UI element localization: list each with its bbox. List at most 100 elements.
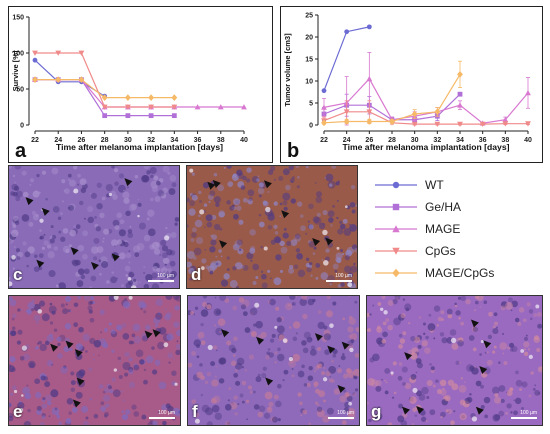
x-axis-label: Time after melanoma implantation [days]	[56, 142, 223, 152]
scale-bar: 100 µm	[328, 409, 354, 419]
x-tick-label: 32	[433, 137, 441, 144]
data-point	[148, 104, 155, 110]
data-point	[194, 104, 201, 110]
legend-label: WT	[425, 178, 444, 192]
scale-bar: 100 µm	[511, 409, 537, 419]
tissue-texture	[187, 166, 357, 288]
scale-bar: 100 µm	[149, 409, 175, 419]
x-tick-label: 30	[124, 137, 132, 144]
y-tick-label: 100	[12, 51, 24, 58]
data-point	[32, 76, 38, 84]
scale-bar-label: 100 µm	[335, 273, 352, 279]
scale-bar-label: 100 µm	[520, 410, 537, 416]
x-tick-label: 24	[54, 137, 62, 144]
legend-label: MAGE	[425, 222, 461, 236]
data-point	[102, 113, 108, 119]
y-axis-label: Survive [%]	[11, 50, 20, 91]
tissue-background	[188, 296, 359, 425]
x-tick-label: 26	[78, 137, 86, 144]
y-tick-label: 0	[20, 123, 24, 130]
legend-item-mage: MAGE	[373, 219, 543, 241]
y-axis-label: Tumor volume [cm3]	[283, 33, 292, 107]
scale-bar-label: 100 µm	[337, 410, 354, 416]
legend-item-ge-ha: Ge/HA	[373, 197, 543, 219]
arrowhead-markers	[207, 179, 334, 249]
data-point	[78, 50, 85, 56]
scale-bar: 100 µm	[148, 272, 174, 282]
x-tick-label: 28	[101, 137, 109, 144]
tissue-background	[9, 296, 180, 425]
data-point	[148, 113, 154, 119]
micrograph-d: d 100 µm	[186, 165, 358, 289]
data-point	[241, 104, 247, 110]
data-point	[171, 113, 177, 119]
data-point	[457, 91, 463, 97]
x-tick-label: 36	[479, 137, 487, 144]
data-point	[366, 109, 373, 115]
data-point	[32, 57, 38, 63]
data-point	[502, 116, 509, 123]
tissue-texture	[9, 296, 180, 425]
data-point	[125, 113, 131, 119]
x-tick-label: 38	[501, 137, 509, 144]
legend-item-mage-cpgs: MAGE/CpGs	[373, 263, 543, 285]
y-tick-label: 20	[305, 35, 313, 42]
y-tick-label: 25	[305, 13, 313, 20]
micrograph-c: c 100 µm	[8, 165, 180, 289]
y-tick-label: 10	[305, 79, 313, 86]
x-tick-label: 30	[411, 137, 419, 144]
tissue-texture	[367, 296, 542, 425]
x-tick-label: 22	[31, 137, 39, 144]
data-point	[171, 104, 178, 110]
scale-bar: 100 µm	[326, 272, 352, 282]
arrowhead-markers	[401, 319, 492, 415]
data-point	[344, 29, 350, 35]
micrograph-letter: c	[13, 265, 23, 284]
chart-legend: WT Ge/HA MAGE CpGs MAGE/CpGs	[373, 175, 543, 285]
legend-marker	[392, 247, 400, 255]
data-point	[343, 109, 350, 115]
arrowhead-markers	[221, 329, 350, 394]
micrograph-g: g 100 µm	[366, 295, 543, 426]
micrograph-letter: g	[371, 402, 382, 421]
data-point	[124, 94, 131, 102]
data-point	[55, 76, 62, 84]
survival-chart: 0 50 100 150 22 24 26 28 30 32 34 36 38 40 Time after …	[11, 15, 248, 163]
legend-marker	[392, 225, 400, 233]
data-point	[502, 121, 509, 127]
data-point	[101, 94, 108, 102]
x-tick-label: 22	[320, 137, 328, 144]
x-tick-label: 34	[170, 137, 178, 144]
x-tick-label: 40	[240, 137, 248, 144]
legend-marker	[392, 203, 400, 211]
x-tick-label: 38	[217, 137, 225, 144]
data-point	[479, 121, 486, 128]
x-tick-label: 36	[194, 137, 202, 144]
micrograph-e: e 100 µm	[8, 295, 181, 426]
data-point	[411, 110, 418, 118]
data-point	[343, 118, 350, 125]
y-tick-label: 15	[305, 57, 313, 64]
data-point	[148, 94, 155, 102]
data-point	[457, 71, 463, 78]
scale-bar-label: 100 µm	[158, 410, 175, 416]
data-point	[55, 50, 62, 56]
tumor-volume-chart: 0 5 10 15 20 25 22 24 26 28 30 32 34 36 38 40 Time after…	[283, 13, 532, 163]
x-axis-label: Time after melanoma implantation [days]	[343, 142, 510, 152]
legend-marker	[392, 181, 400, 189]
micrograph-letter: d	[191, 265, 202, 284]
legend-label: CpGs	[425, 244, 456, 258]
series-line-wt	[34, 59, 105, 97]
scale-bar-label: 100 µm	[157, 273, 174, 279]
tissue-background	[367, 296, 542, 425]
y-tick-label: 50	[16, 87, 24, 94]
legend-item-wt: WT	[373, 175, 543, 197]
data-point	[366, 24, 372, 30]
legend-item-cpgs: CpGs	[373, 241, 543, 263]
tissue-texture	[188, 296, 359, 425]
series-line-cpgs	[323, 111, 528, 125]
legend-label: Ge/HA	[425, 200, 462, 214]
data-point	[321, 88, 327, 94]
legend-marker	[392, 268, 400, 278]
y-tick-label: 5	[309, 101, 313, 108]
